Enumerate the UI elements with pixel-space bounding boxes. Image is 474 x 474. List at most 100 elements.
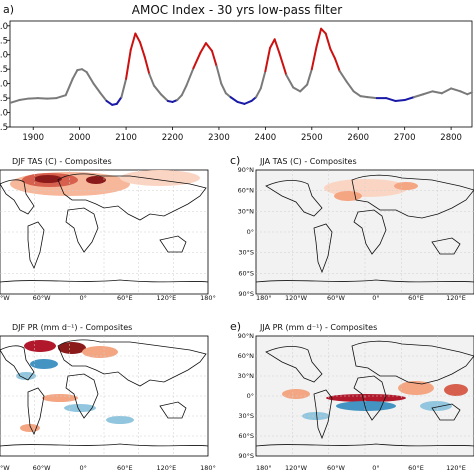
- series-segment: [185, 67, 195, 87]
- dry-anomaly: [282, 389, 310, 399]
- series-segment: [412, 93, 425, 99]
- map-grid: [256, 170, 474, 294]
- series-segment: [152, 84, 162, 96]
- y-tick-label: 12.5: [0, 123, 8, 133]
- dry-anomaly-2: [58, 342, 86, 354]
- series-segment: [315, 27, 323, 49]
- y-tick-label: 30°S: [238, 249, 254, 257]
- series-segment: [403, 96, 415, 102]
- series-segment: [264, 46, 272, 73]
- y-tick-label: 30°S: [238, 412, 254, 420]
- x-tick-label: 60°E: [117, 294, 133, 300]
- series-segment: [366, 96, 378, 100]
- y-tick-label: 21.5: [0, 36, 8, 46]
- series-segment: [224, 92, 232, 99]
- map-title-djf-tas: DJF TAS (C) - Composites: [12, 157, 112, 166]
- series-segment: [278, 51, 288, 76]
- x-tick-label: 180°: [200, 294, 216, 300]
- x-tick-label: 1900: [22, 133, 44, 143]
- series-segment: [299, 83, 309, 93]
- series-segment: [134, 32, 142, 44]
- series-segment: [259, 70, 267, 90]
- y-tick-label: 60°S: [238, 269, 254, 277]
- x-tick-label: 2300: [208, 133, 230, 143]
- x-tick-label: 2200: [162, 133, 184, 143]
- y-tick-label: 0°: [247, 228, 254, 236]
- x-axis: °W 60°W 0° 60°E 120°E 180°: [0, 464, 216, 472]
- y-axis: 90°N 60°N 30°N 0° 30°S 60°S 90°S: [238, 332, 255, 460]
- y-tick-label: 60°N: [238, 187, 255, 195]
- x-tick-label: 60°W: [327, 294, 346, 300]
- map-grid: [256, 336, 474, 456]
- series-segment: [459, 90, 469, 96]
- map-jja-pr: e) JJA PR (mm d⁻¹) - Composites 90°N 60°N…: [230, 320, 474, 472]
- wet-anomaly-2: [420, 401, 452, 411]
- dry-anomaly-itcz: [326, 394, 406, 402]
- series-segment: [269, 38, 276, 49]
- x-tick-label: 2500: [301, 133, 323, 143]
- series-segment: [394, 99, 406, 102]
- amoc-series: [9, 27, 473, 106]
- y-tick-label: 18.5: [0, 65, 8, 75]
- y-tick-label: 14.0: [0, 109, 8, 119]
- series-segment: [99, 92, 108, 102]
- series-segment: [292, 86, 302, 93]
- series-segment: [18, 97, 30, 102]
- series-segment: [192, 51, 202, 70]
- dry-anomaly: [24, 340, 56, 352]
- series-segment: [180, 84, 188, 97]
- plot-frame: [9, 20, 473, 128]
- series-segment: [159, 93, 169, 102]
- map-title-jja-tas: JJA TAS (C) - Composites: [259, 157, 357, 166]
- x-tick-label: 2700: [394, 133, 416, 143]
- warm-anomaly-medium: [334, 191, 362, 201]
- series-segment: [85, 71, 95, 85]
- x-tick-label: 120°E: [446, 464, 466, 472]
- x-tick-label: 180°: [256, 294, 272, 300]
- series-segment: [199, 42, 207, 54]
- y-tick-label: 15.5: [0, 94, 8, 104]
- x-tick-label: 120°W: [285, 464, 308, 472]
- series-segment: [115, 96, 123, 105]
- series-segment: [139, 41, 146, 58]
- series-segment: [204, 42, 213, 52]
- dry-anomaly-5: [20, 424, 40, 432]
- series-segment: [125, 48, 132, 80]
- panel-e-label: e): [230, 320, 241, 333]
- coastlines: [255, 174, 474, 283]
- series-segment: [148, 73, 155, 87]
- x-axis: 180° 120°W 60°W 0° 60°E 120°E: [256, 464, 466, 472]
- series-segment: [310, 46, 318, 71]
- series-segment: [250, 96, 258, 102]
- x-tick-label: 60°W: [33, 464, 52, 472]
- x-tick-label: 60°W: [327, 464, 346, 472]
- series-segment: [64, 77, 74, 97]
- series-segment: [176, 94, 183, 102]
- warm-anomaly-east: [120, 170, 200, 186]
- series-segment: [345, 80, 355, 93]
- coastlines: [255, 340, 474, 447]
- series-segment: [440, 87, 453, 95]
- y-tick-label: 90°N: [238, 166, 255, 174]
- series-segment: [431, 90, 443, 95]
- series-segment: [9, 99, 21, 104]
- x-tick-label: 60°W: [33, 294, 52, 300]
- x-tick-label: 0°: [372, 464, 379, 472]
- x-tick-label: 120°W: [285, 294, 308, 300]
- y-tick-label: 20.0: [0, 51, 8, 61]
- x-tick-label: 120°E: [157, 464, 177, 472]
- x-tick-label: 60°E: [408, 464, 424, 472]
- y-tick-label: 23.0: [0, 22, 8, 32]
- wet-anomaly-4: [106, 416, 134, 424]
- x-tick-label: 0°: [372, 294, 379, 300]
- x-tick-label: °W: [0, 294, 10, 300]
- series-segment: [120, 77, 128, 99]
- series-segment: [129, 32, 137, 51]
- y-tick-label: 0°: [247, 392, 254, 400]
- y-tick-label: 60°S: [238, 432, 254, 440]
- x-tick-label: °W: [0, 464, 10, 472]
- series-segment: [306, 68, 313, 86]
- x-tick-label: 120°E: [446, 294, 466, 300]
- coastlines: [0, 173, 209, 283]
